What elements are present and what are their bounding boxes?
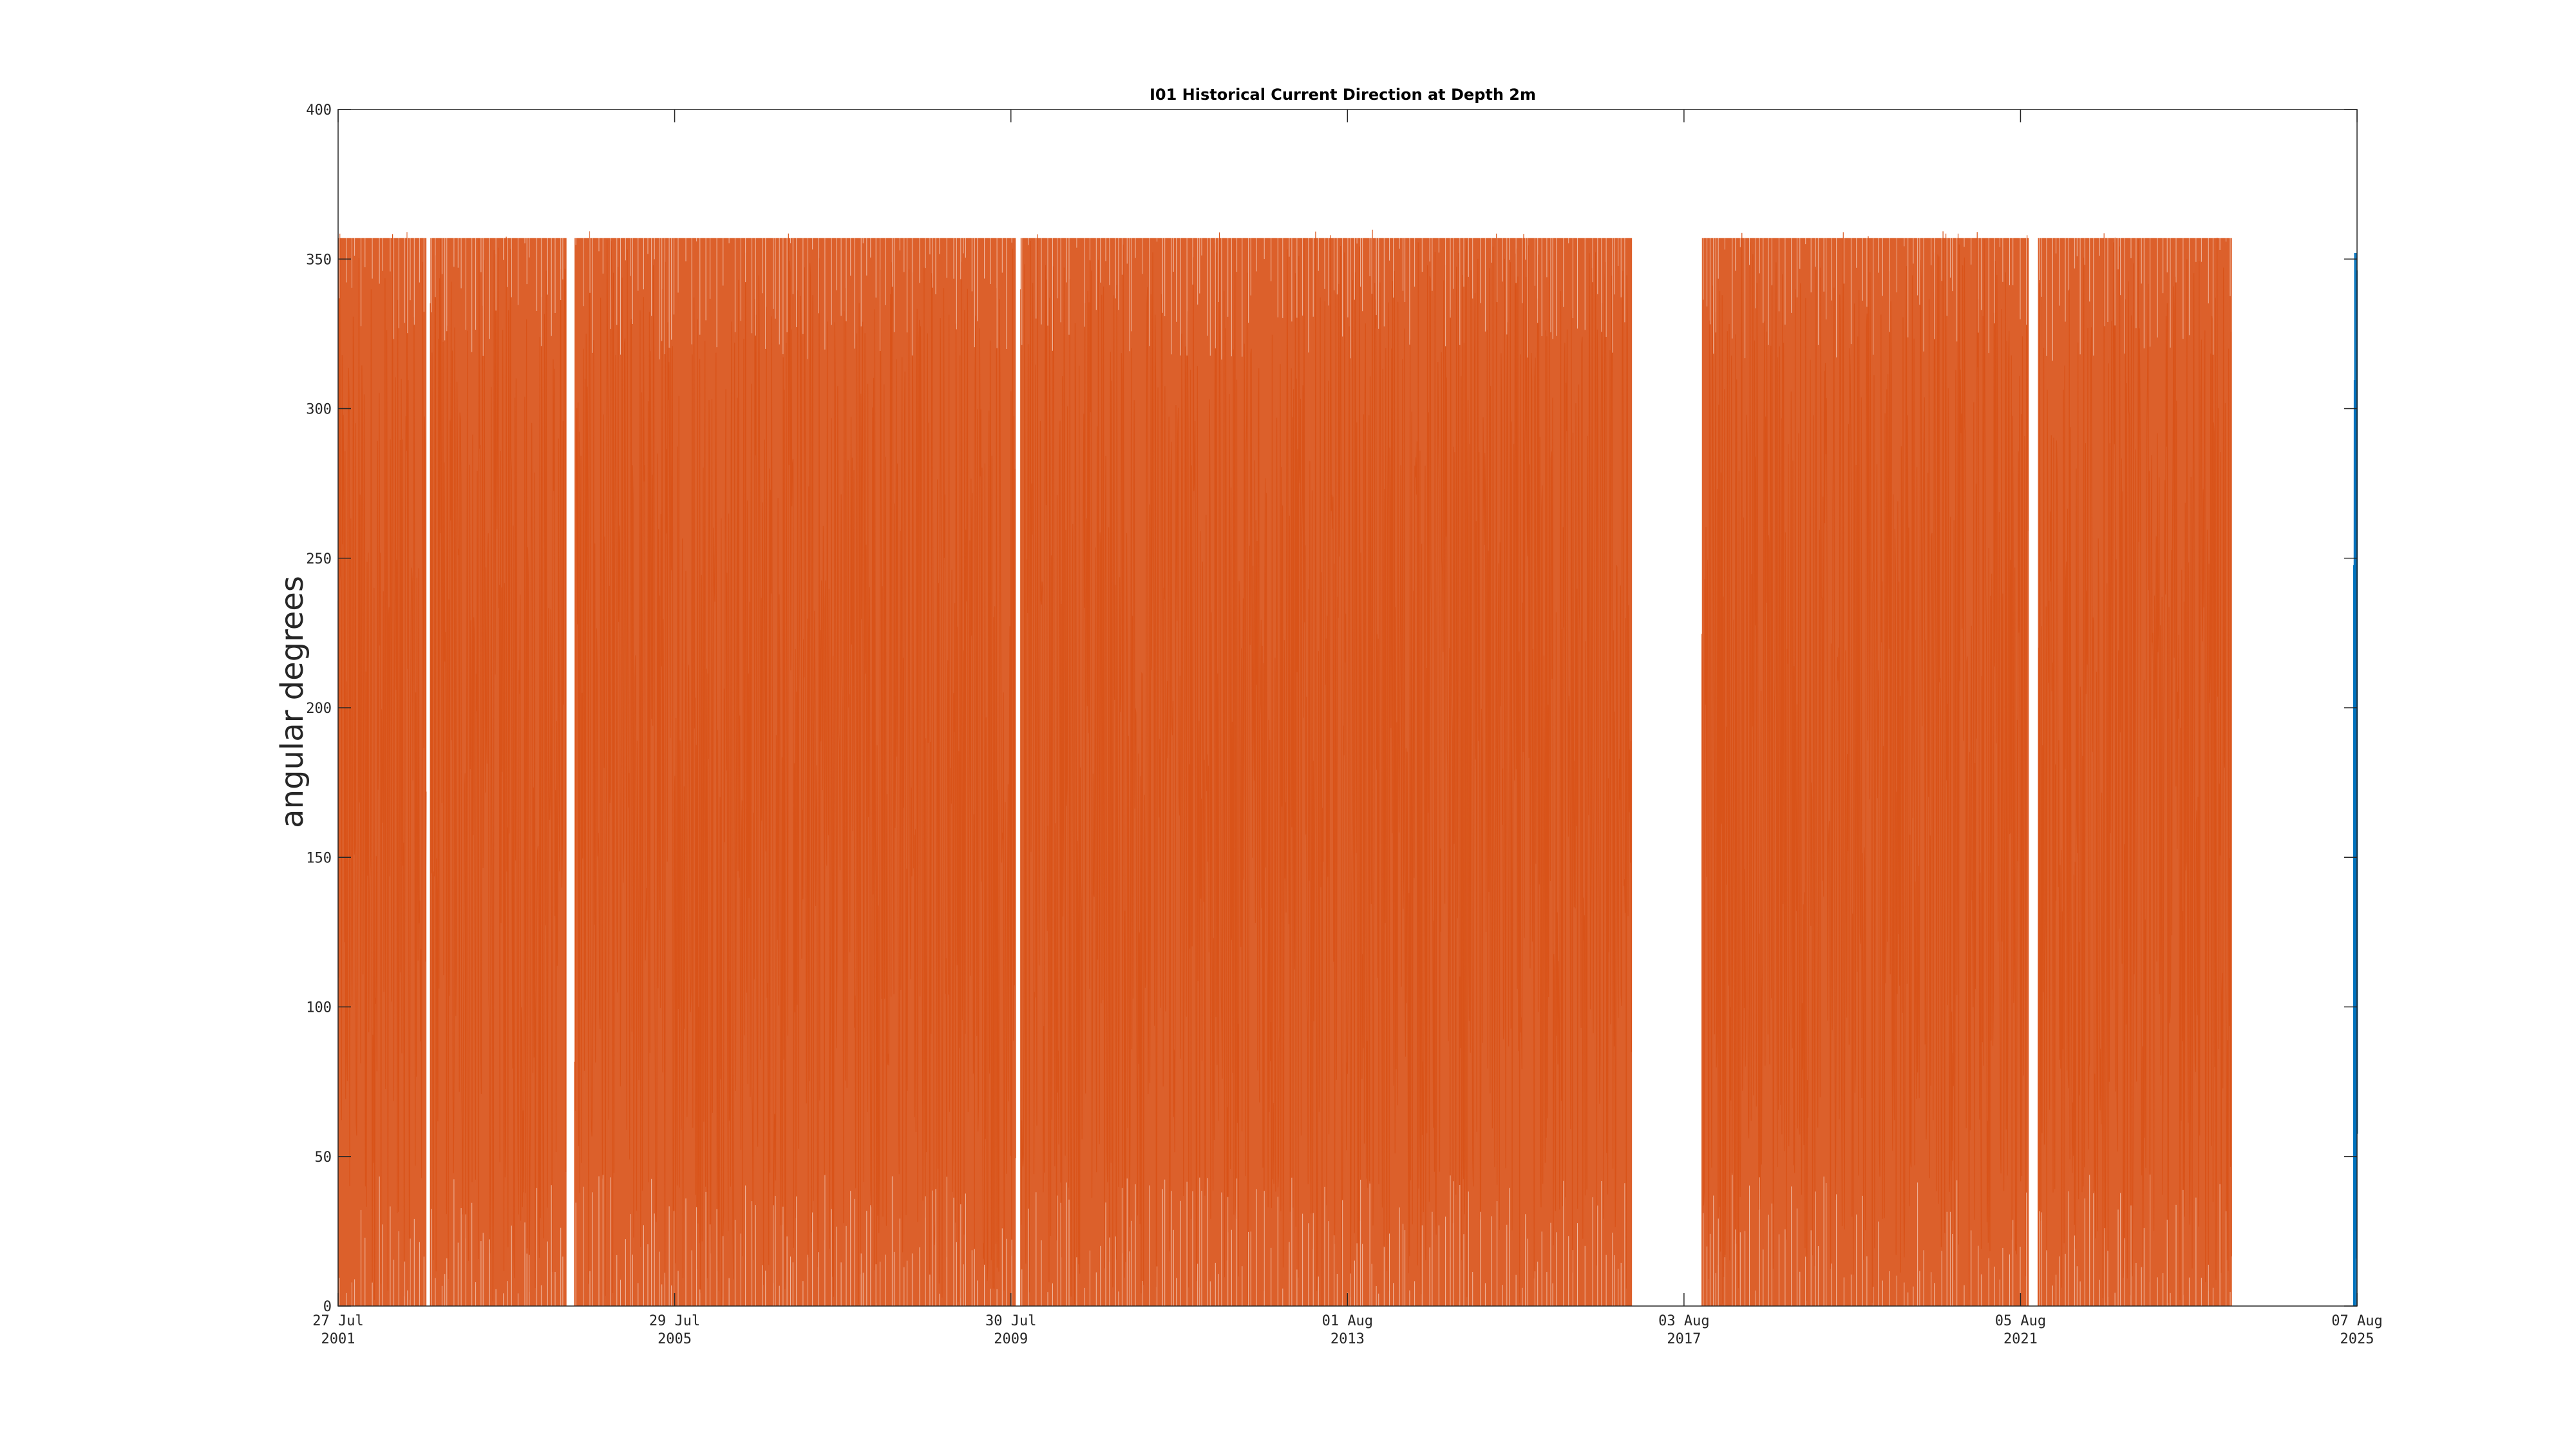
x-tick-label-day-month: 03 Aug xyxy=(1658,1313,1709,1329)
chart-title: I01 Historical Current Direction at Dept… xyxy=(1150,86,1536,104)
y-tick-label: 400 xyxy=(306,102,332,118)
y-tick-label: 200 xyxy=(306,701,332,717)
series-0-segment-3-trace xyxy=(1020,229,1632,1306)
y-tick-label: 100 xyxy=(306,1000,332,1016)
x-tick-label-year: 2013 xyxy=(1331,1331,1365,1347)
series-0-segment-1-trace xyxy=(430,236,567,1306)
y-tick-label: 150 xyxy=(306,850,332,866)
y-axis-label: angular degrees xyxy=(274,576,310,828)
y-tick-label: 50 xyxy=(315,1150,332,1166)
x-tick-label-day-month: 01 Aug xyxy=(1322,1313,1373,1329)
y-tick-label: 350 xyxy=(306,252,332,268)
y-tick-label: 300 xyxy=(306,402,332,418)
x-tick-label-year: 2025 xyxy=(2340,1331,2374,1347)
series-1-segment-0-trace xyxy=(2353,270,2358,1306)
x-tick-label-year: 2017 xyxy=(1667,1331,1701,1347)
x-tick-label-year: 2021 xyxy=(2003,1331,2038,1347)
x-tick-label-day-month: 27 Jul xyxy=(312,1313,363,1329)
x-tick-label-year: 2005 xyxy=(658,1331,692,1347)
ticks-layer: 0 50 100 150 200 250 300 350 400 27 Jul 2001 29 Jul… xyxy=(306,102,2382,1347)
series-0 xyxy=(337,229,2232,1306)
x-tick-label-day-month: 05 Aug xyxy=(1995,1313,2046,1329)
y-tick-label: 0 xyxy=(323,1299,332,1315)
x-tick-label-day-month: 29 Jul xyxy=(649,1313,700,1329)
series-layer xyxy=(337,229,2358,1307)
series-1 xyxy=(2353,252,2358,1307)
series-0-segment-2-trace xyxy=(574,231,1016,1306)
series-0-segment-0-trace xyxy=(337,232,427,1306)
series-0-segment-4-trace xyxy=(1701,231,2029,1306)
series-0-segment-5-trace xyxy=(2038,233,2232,1306)
x-tick-label-day-month: 07 Aug xyxy=(2331,1313,2382,1329)
x-tick-label-year: 2001 xyxy=(321,1331,355,1347)
x-tick-label-year: 2009 xyxy=(994,1331,1028,1347)
x-tick-label-day-month: 30 Jul xyxy=(985,1313,1036,1329)
y-tick-label: 250 xyxy=(306,551,332,567)
